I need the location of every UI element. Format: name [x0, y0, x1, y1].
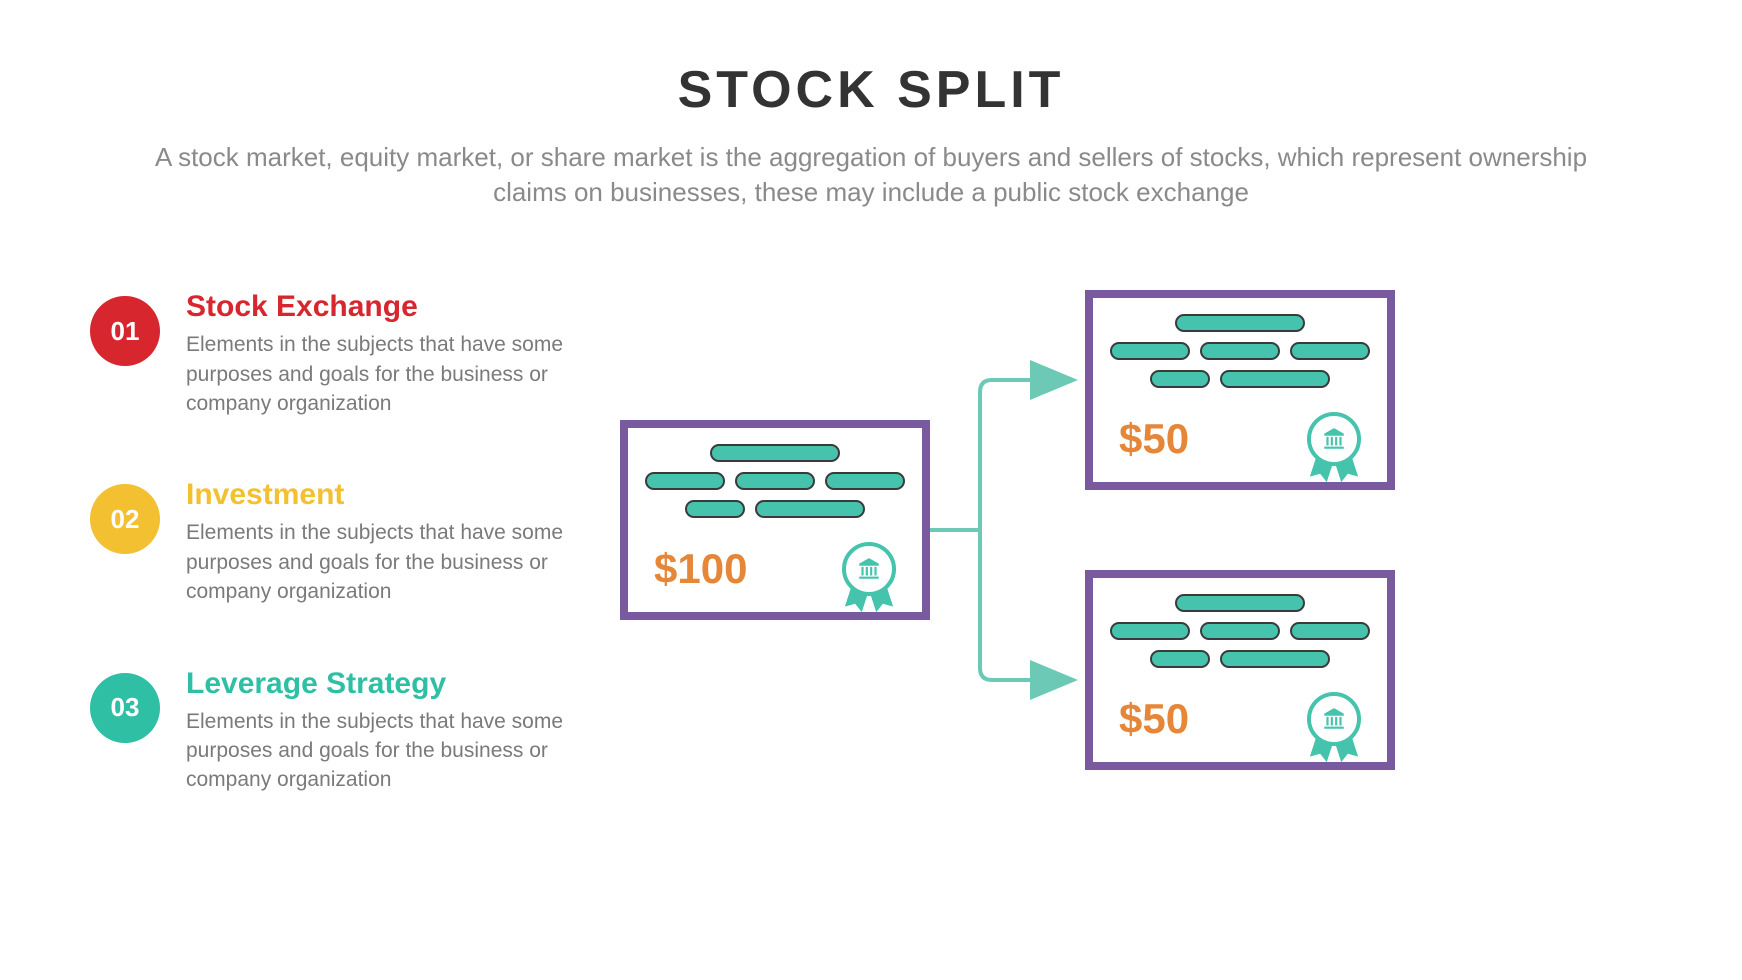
item-title: Investment — [186, 478, 570, 512]
page-subtitle: A stock market, equity market, or share … — [121, 140, 1621, 210]
item-title: Leverage Strategy — [186, 667, 570, 701]
certificate: $50 — [1085, 570, 1395, 770]
bank-icon — [1321, 426, 1347, 452]
certificate: $100 — [620, 420, 930, 620]
item-desc: Elements in the subjects that have some … — [186, 518, 570, 606]
split-diagram: $100 $50 — [610, 270, 1652, 795]
item-list: 01 Stock Exchange Elements in the subjec… — [90, 270, 570, 795]
list-item: 02 Investment Elements in the subjects t… — [90, 478, 570, 606]
certificate: $50 — [1085, 290, 1395, 490]
number-badge: 02 — [90, 484, 160, 554]
certificate-value: $50 — [1119, 415, 1189, 463]
item-desc: Elements in the subjects that have some … — [186, 707, 570, 795]
certificate-value: $50 — [1119, 695, 1189, 743]
bank-icon — [1321, 706, 1347, 732]
list-item: 03 Leverage Strategy Elements in the sub… — [90, 667, 570, 795]
seal-icon — [842, 542, 896, 596]
item-desc: Elements in the subjects that have some … — [186, 330, 570, 418]
seal-icon — [1307, 692, 1361, 746]
number-badge: 01 — [90, 296, 160, 366]
bank-icon — [856, 556, 882, 582]
number-badge: 03 — [90, 673, 160, 743]
certificate-value: $100 — [654, 545, 747, 593]
item-title: Stock Exchange — [186, 290, 570, 324]
list-item: 01 Stock Exchange Elements in the subjec… — [90, 290, 570, 418]
split-arrows-icon — [930, 350, 1090, 710]
seal-icon — [1307, 412, 1361, 466]
page-title: STOCK SPLIT — [0, 60, 1742, 120]
